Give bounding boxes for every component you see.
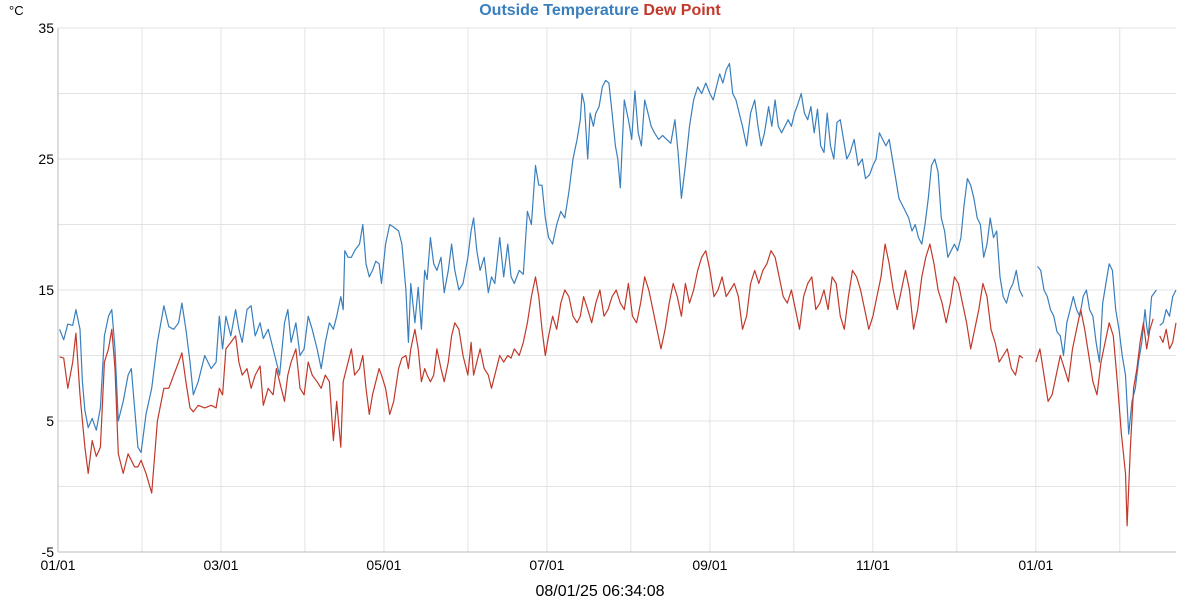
x-tick-label: 01/01 xyxy=(40,557,75,573)
outside-temperature-line xyxy=(59,62,1177,453)
y-tick-label: 5 xyxy=(46,413,54,429)
x-axis-labels: 01/01 03/01 05/01 07/01 09/01 11/01 01/01 xyxy=(40,557,1053,573)
dew-point-line xyxy=(59,243,1177,527)
grid xyxy=(57,27,1176,553)
chart-title: Outside Temperature Dew Point xyxy=(0,2,1200,20)
axes xyxy=(57,28,1176,553)
x-tick-label: 03/01 xyxy=(203,557,238,573)
x-tick-label: 01/01 xyxy=(1018,557,1053,573)
legend-dew-point[interactable]: Dew Point xyxy=(643,2,721,19)
y-unit-label: °C xyxy=(9,3,24,18)
x-tick-label: 05/01 xyxy=(366,557,401,573)
y-tick-label: 25 xyxy=(38,151,54,167)
y-tick-label: 35 xyxy=(38,20,54,36)
x-tick-label: 11/01 xyxy=(856,557,890,573)
x-tick-label: 09/01 xyxy=(692,557,727,573)
series-lines xyxy=(59,62,1177,527)
y-tick-label: -5 xyxy=(42,544,55,560)
timestamp: 08/01/25 06:34:08 xyxy=(535,583,665,600)
legend-outside-temperature[interactable]: Outside Temperature xyxy=(479,2,639,19)
y-tick-label: 15 xyxy=(38,282,54,298)
y-axis-labels: -5 5 15 25 35 xyxy=(38,20,54,560)
x-tick-label: 07/01 xyxy=(529,557,564,573)
